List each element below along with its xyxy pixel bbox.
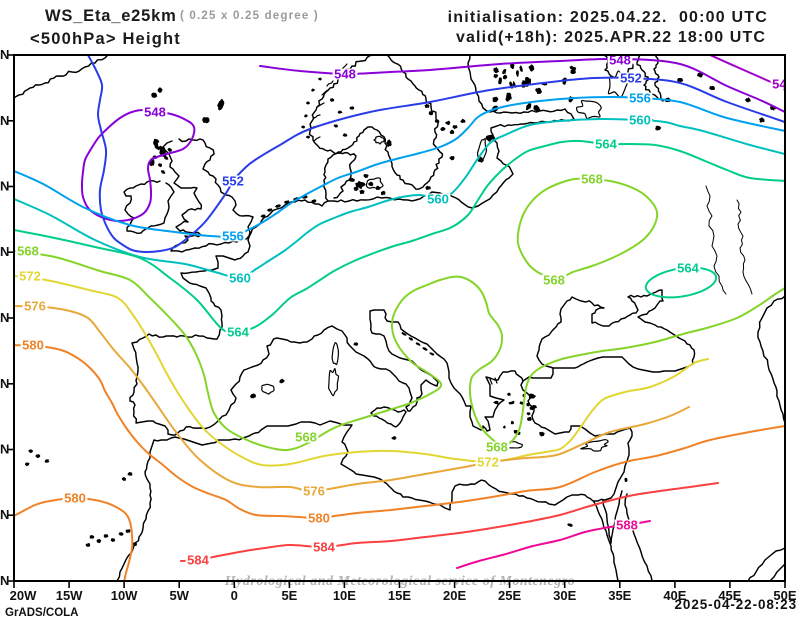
svg-text:556: 556 [629, 91, 651, 106]
svg-text:N: N [0, 507, 9, 522]
svg-text:valid(+18h): 2025.APR.22 18:00: valid(+18h): 2025.APR.22 18:00 UTC [456, 29, 766, 46]
svg-text:10E: 10E [333, 588, 356, 603]
svg-text:548: 548 [609, 53, 631, 68]
svg-text:564: 564 [677, 261, 699, 276]
svg-text:5E: 5E [281, 588, 297, 603]
svg-text:552: 552 [222, 174, 244, 189]
svg-text:N: N [0, 47, 9, 62]
svg-text:580: 580 [64, 491, 86, 506]
svg-text:GrADS/COLA: GrADS/COLA [5, 607, 78, 618]
svg-text:576: 576 [303, 484, 325, 499]
svg-text:568: 568 [543, 273, 565, 288]
svg-text:548: 548 [144, 105, 166, 120]
svg-text:568: 568 [486, 440, 508, 455]
svg-text:initialisation: 2025.04.22. 0: initialisation: 2025.04.22. 00:00 UTC [448, 9, 768, 26]
svg-text:40E: 40E [663, 588, 686, 603]
svg-text:580: 580 [22, 338, 44, 353]
svg-text:588: 588 [616, 518, 638, 533]
svg-text:15W: 15W [56, 588, 83, 603]
svg-text:560: 560 [629, 113, 651, 128]
svg-text:556: 556 [222, 229, 244, 244]
svg-text:30E: 30E [553, 588, 576, 603]
svg-text:N: N [0, 376, 9, 391]
svg-text:20E: 20E [443, 588, 466, 603]
svg-text:N: N [0, 179, 9, 194]
svg-text:10W: 10W [111, 588, 138, 603]
svg-text:25E: 25E [498, 588, 521, 603]
svg-text:572: 572 [19, 269, 41, 284]
svg-text:50E: 50E [773, 588, 796, 603]
svg-text:584: 584 [187, 553, 209, 568]
svg-text:572: 572 [477, 455, 499, 470]
svg-text:N: N [0, 442, 9, 457]
svg-text:15E: 15E [388, 588, 411, 603]
svg-text:580: 580 [308, 511, 330, 526]
svg-text:20W: 20W [10, 588, 37, 603]
svg-text:5W: 5W [169, 588, 189, 603]
svg-text:( 0.25 x 0.25 degree ): ( 0.25 x 0.25 degree ) [180, 10, 319, 22]
svg-text:35E: 35E [608, 588, 631, 603]
svg-text:544: 544 [772, 77, 794, 92]
svg-text:WS_Eta_e25km: WS_Eta_e25km [45, 7, 177, 25]
svg-text:564: 564 [227, 325, 249, 340]
svg-text:548: 548 [334, 67, 356, 82]
svg-text:568: 568 [17, 244, 39, 259]
svg-text:584: 584 [313, 540, 335, 555]
svg-text:2025-04-22-08:23: 2025-04-22-08:23 [675, 597, 797, 612]
svg-text:N: N [0, 244, 9, 259]
svg-text:568: 568 [295, 430, 317, 445]
svg-text:<500hPa> Height: <500hPa> Height [30, 30, 181, 48]
svg-text:576: 576 [24, 299, 46, 314]
svg-text:0: 0 [231, 588, 238, 603]
svg-text:560: 560 [427, 192, 449, 207]
svg-text:N: N [0, 573, 9, 588]
svg-text:568: 568 [581, 172, 603, 187]
svg-text:N: N [0, 310, 9, 325]
svg-text:N: N [0, 113, 9, 128]
svg-text:564: 564 [595, 137, 617, 152]
svg-text:552: 552 [620, 71, 642, 86]
svg-text:560: 560 [229, 271, 251, 286]
svg-text:45E: 45E [718, 588, 741, 603]
